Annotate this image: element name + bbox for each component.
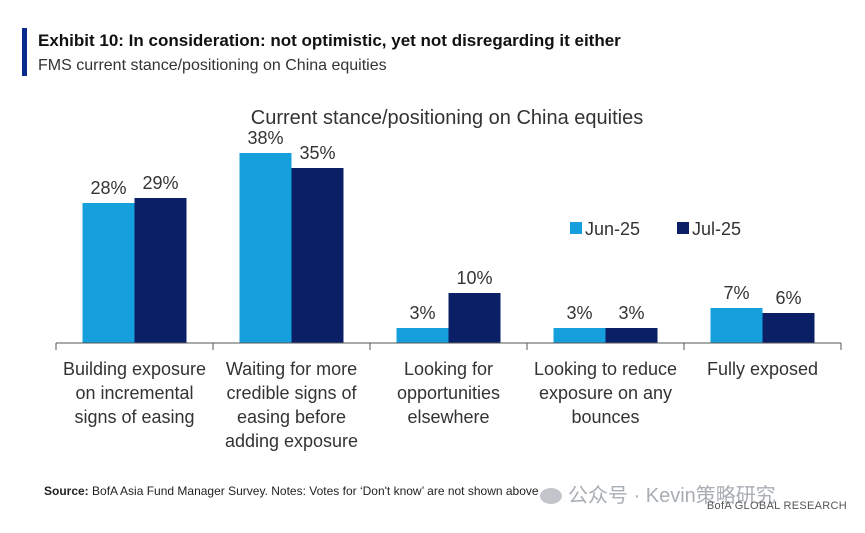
legend-swatch-jul-25 [677, 222, 689, 234]
data-label-jun-25-4: 7% [723, 283, 749, 303]
category-label-3-2: bounces [571, 407, 639, 427]
bar-jul-25-2 [448, 293, 501, 343]
source-label: Source: [44, 484, 89, 498]
data-label-jun-25-3: 3% [566, 303, 592, 323]
category-label-0-2: signs of easing [74, 407, 194, 427]
bar-jun-25-2 [396, 328, 449, 343]
bar-jul-25-0 [134, 198, 187, 343]
data-label-jul-25-2: 10% [456, 268, 492, 288]
bar-jun-25-3 [553, 328, 606, 343]
bar-jun-25-4 [710, 308, 763, 343]
category-label-2-2: elsewhere [407, 407, 489, 427]
category-label-2-1: opportunities [397, 383, 500, 403]
category-label-1-3: adding exposure [225, 431, 358, 451]
data-label-jul-25-0: 29% [142, 173, 178, 193]
legend-label-jun-25: Jun-25 [585, 219, 640, 239]
data-label-jun-25-1: 38% [247, 128, 283, 148]
category-label-3-1: exposure on any [539, 383, 672, 403]
source-text: BofA Asia Fund Manager Survey. Notes: Vo… [88, 484, 539, 498]
legend-label-jul-25: Jul-25 [692, 219, 741, 239]
category-label-0-1: on incremental [75, 383, 193, 403]
data-label-jun-25-2: 3% [409, 303, 435, 323]
footer-brand: BofA GLOBAL RESEARCH [706, 500, 847, 512]
bar-jun-25-0 [82, 203, 135, 343]
chart-title: Current stance/positioning on China equi… [251, 107, 643, 129]
data-label-jul-25-4: 6% [775, 288, 801, 308]
category-label-3-0: Looking to reduce [534, 359, 677, 379]
bar-jun-25-1 [239, 153, 292, 343]
wechat-icon [540, 488, 562, 504]
bar-jul-25-3 [605, 328, 658, 343]
watermark: 公众号 · Kevin策略研究 [540, 479, 776, 508]
category-label-4-0: Fully exposed [707, 359, 818, 379]
source-note: Source: BofA Asia Fund Manager Survey. N… [44, 484, 539, 498]
category-label-1-0: Waiting for more [226, 359, 357, 379]
data-label-jul-25-1: 35% [299, 143, 335, 163]
category-label-1-2: easing before [237, 407, 346, 427]
data-label-jun-25-0: 28% [90, 178, 126, 198]
legend-swatch-jun-25 [570, 222, 582, 234]
accent-bar [22, 28, 27, 76]
category-label-0-0: Building exposure [63, 359, 206, 379]
data-label-jul-25-3: 3% [618, 303, 644, 323]
watermark-text: 公众号 · Kevin策略研究 [568, 485, 776, 507]
bar-jul-25-4 [762, 313, 815, 343]
exhibit-subtitle: FMS current stance/positioning on China … [38, 57, 387, 74]
category-label-2-0: Looking for [404, 359, 493, 379]
bar-jul-25-1 [291, 168, 344, 343]
category-label-1-1: credible signs of [226, 383, 357, 403]
exhibit-title: Exhibit 10: In consideration: not optimi… [38, 31, 621, 50]
